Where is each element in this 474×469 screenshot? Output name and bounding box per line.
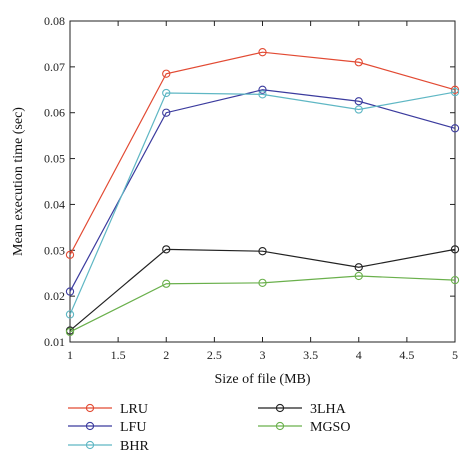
data-point — [65, 310, 75, 319]
data-point — [354, 263, 363, 272]
x-tick-label: 1.5 — [111, 348, 126, 362]
y-tick-label: 0.05 — [44, 152, 65, 166]
series-line — [69, 89, 456, 292]
series-lru — [65, 48, 460, 260]
y-tick-label: 0.06 — [44, 106, 65, 120]
y-tick-label: 0.08 — [44, 14, 65, 28]
data-point — [450, 124, 460, 133]
data-point — [450, 245, 460, 254]
data-point — [162, 108, 171, 117]
data-point — [450, 85, 460, 94]
data-point — [258, 278, 267, 287]
data-point — [258, 48, 267, 57]
series-line — [69, 248, 456, 331]
series-bhr — [65, 87, 460, 319]
legend-item-3lha: 3LHA — [258, 402, 347, 417]
series-line — [69, 275, 456, 333]
legend-label: LFU — [120, 420, 146, 435]
data-point — [258, 85, 267, 94]
data-point — [162, 245, 171, 254]
data-point — [354, 58, 363, 67]
y-tick-label: 0.01 — [44, 335, 65, 349]
plot-area: 1 1.5 2 2.5 3 3.5 4 4.5 5 0.01 0.02 0.03 0.04 0.05 0.0… — [44, 14, 460, 362]
legend-label: LRU — [120, 402, 148, 417]
data-point — [65, 250, 75, 260]
series-lfu — [65, 85, 460, 296]
y-tick-label: 0.03 — [44, 243, 65, 257]
legend-item-lru: LRU — [68, 402, 148, 417]
legend-marker — [275, 421, 285, 431]
x-tick-label: 3 — [260, 348, 266, 362]
data-point — [354, 97, 363, 106]
data-point — [162, 279, 171, 288]
legend-marker — [85, 403, 95, 413]
data-point — [65, 327, 75, 337]
series-mgso — [65, 271, 460, 337]
legend-marker — [85, 440, 95, 450]
data-point — [65, 287, 75, 296]
data-point — [450, 87, 460, 97]
legend-item-lfu: LFU — [68, 420, 146, 435]
legend-marker — [275, 403, 285, 413]
x-axis-label: Size of file (MB) — [214, 372, 310, 387]
y-tick-label: 0.04 — [44, 197, 65, 211]
data-point — [450, 275, 460, 285]
data-point — [354, 271, 363, 281]
x-tick-label: 2.5 — [207, 348, 222, 362]
y-tick-label: 0.02 — [44, 289, 65, 303]
legend-label: MGSO — [310, 420, 350, 435]
data-point — [258, 90, 267, 99]
series-line — [69, 91, 456, 315]
y-axis-label: Mean execution time (sec) — [11, 107, 26, 256]
legend-label: 3LHA — [310, 402, 347, 417]
data-point — [162, 88, 171, 98]
series-3lha — [65, 245, 460, 335]
series-line — [69, 51, 456, 256]
legend-item-mgso: MGSO — [258, 420, 350, 435]
y-tick-label: 0.07 — [44, 60, 65, 74]
x-tick-label: 4 — [356, 348, 362, 362]
x-tick-label: 1 — [67, 348, 73, 362]
legend-marker — [85, 421, 95, 431]
data-point — [258, 247, 267, 256]
x-tick-label: 4.5 — [399, 348, 414, 362]
x-tick-label: 5 — [452, 348, 458, 362]
data-point — [162, 69, 171, 78]
data-point — [354, 105, 363, 114]
x-tick-label: 2 — [163, 348, 169, 362]
x-tick-label: 3.5 — [303, 348, 318, 362]
legend-item-bhr: BHR — [68, 439, 149, 454]
legend-label: BHR — [120, 439, 149, 454]
legend: LRU LFU BHR 3LHA MGSO — [68, 402, 350, 454]
